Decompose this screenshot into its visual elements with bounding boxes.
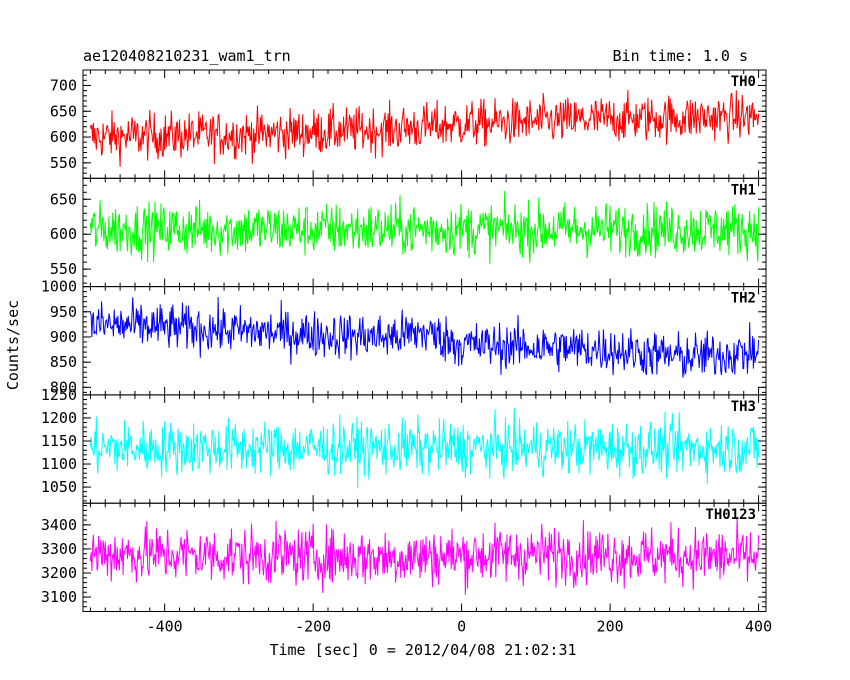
series-label: TH0 bbox=[731, 74, 756, 90]
y-tick-label: 900 bbox=[50, 328, 77, 346]
series-line-th3 bbox=[89, 407, 760, 489]
y-tick-label: 3300 bbox=[41, 540, 77, 558]
series-line-th2 bbox=[89, 297, 760, 378]
y-tick-label: 800 bbox=[50, 378, 77, 396]
chart-title: ae120408210231_wam1_trn bbox=[83, 47, 291, 65]
y-tick-label: 550 bbox=[50, 260, 77, 278]
panels: 550 600 650 700 TH0 550 600 650 TH1 800 850 900 950 1… bbox=[41, 69, 767, 613]
y-tick-label: 1250 bbox=[41, 386, 77, 404]
bin-time-label: Bin time: 1.0 s bbox=[613, 47, 748, 65]
x-tick-label: 400 bbox=[745, 618, 772, 636]
x-axis: -400 -200 0 200 400 bbox=[147, 618, 773, 636]
y-tick-label: 3400 bbox=[41, 516, 77, 534]
y-tick-label: 3200 bbox=[41, 564, 77, 582]
y-tick-label: 1050 bbox=[41, 478, 77, 496]
series-label: TH1 bbox=[731, 182, 756, 198]
panel-th3: 1050 1100 1150 1200 1250 TH3 bbox=[41, 386, 767, 504]
y-tick-label: 950 bbox=[50, 303, 77, 321]
x-tick-label: 200 bbox=[597, 618, 624, 636]
x-tick-label: -200 bbox=[295, 618, 331, 636]
series-line-th0 bbox=[89, 89, 760, 167]
y-tick-label: 1200 bbox=[41, 409, 77, 427]
panel-frame bbox=[82, 502, 767, 613]
series-line-th0123 bbox=[89, 518, 760, 595]
y-tick-label: 850 bbox=[50, 353, 77, 371]
panel-th1: 550 600 650 TH1 bbox=[50, 177, 767, 288]
x-axis-label: Time [sec] 0 = 2012/04/08 21:02:31 bbox=[269, 641, 576, 659]
y-tick-label: 550 bbox=[50, 154, 77, 172]
series-label: TH0123 bbox=[705, 507, 756, 523]
series-label: TH2 bbox=[731, 291, 756, 307]
x-tick-label: 0 bbox=[457, 618, 466, 636]
y-axis-label: Counts/sec bbox=[4, 300, 22, 390]
y-tick-label: 650 bbox=[50, 102, 77, 120]
series-line-th1 bbox=[89, 190, 760, 264]
y-tick-label: 600 bbox=[50, 128, 77, 146]
y-tick-label: 1150 bbox=[41, 432, 77, 450]
y-tick-label: 650 bbox=[50, 190, 77, 208]
panel-th0123: 3100 3200 3300 3400 TH0123 bbox=[41, 502, 767, 613]
y-tick-label: 1100 bbox=[41, 455, 77, 473]
y-tick-label: 600 bbox=[50, 225, 77, 243]
panel-th2: 800 850 900 950 1000 TH2 bbox=[41, 278, 767, 396]
y-tick-label: 3100 bbox=[41, 588, 77, 606]
x-tick-label: -400 bbox=[147, 618, 183, 636]
series-label: TH3 bbox=[731, 399, 756, 415]
y-tick-label: 1000 bbox=[41, 278, 77, 296]
y-tick-label: 700 bbox=[50, 76, 77, 94]
panel-th0: 550 600 650 700 TH0 bbox=[50, 69, 767, 179]
